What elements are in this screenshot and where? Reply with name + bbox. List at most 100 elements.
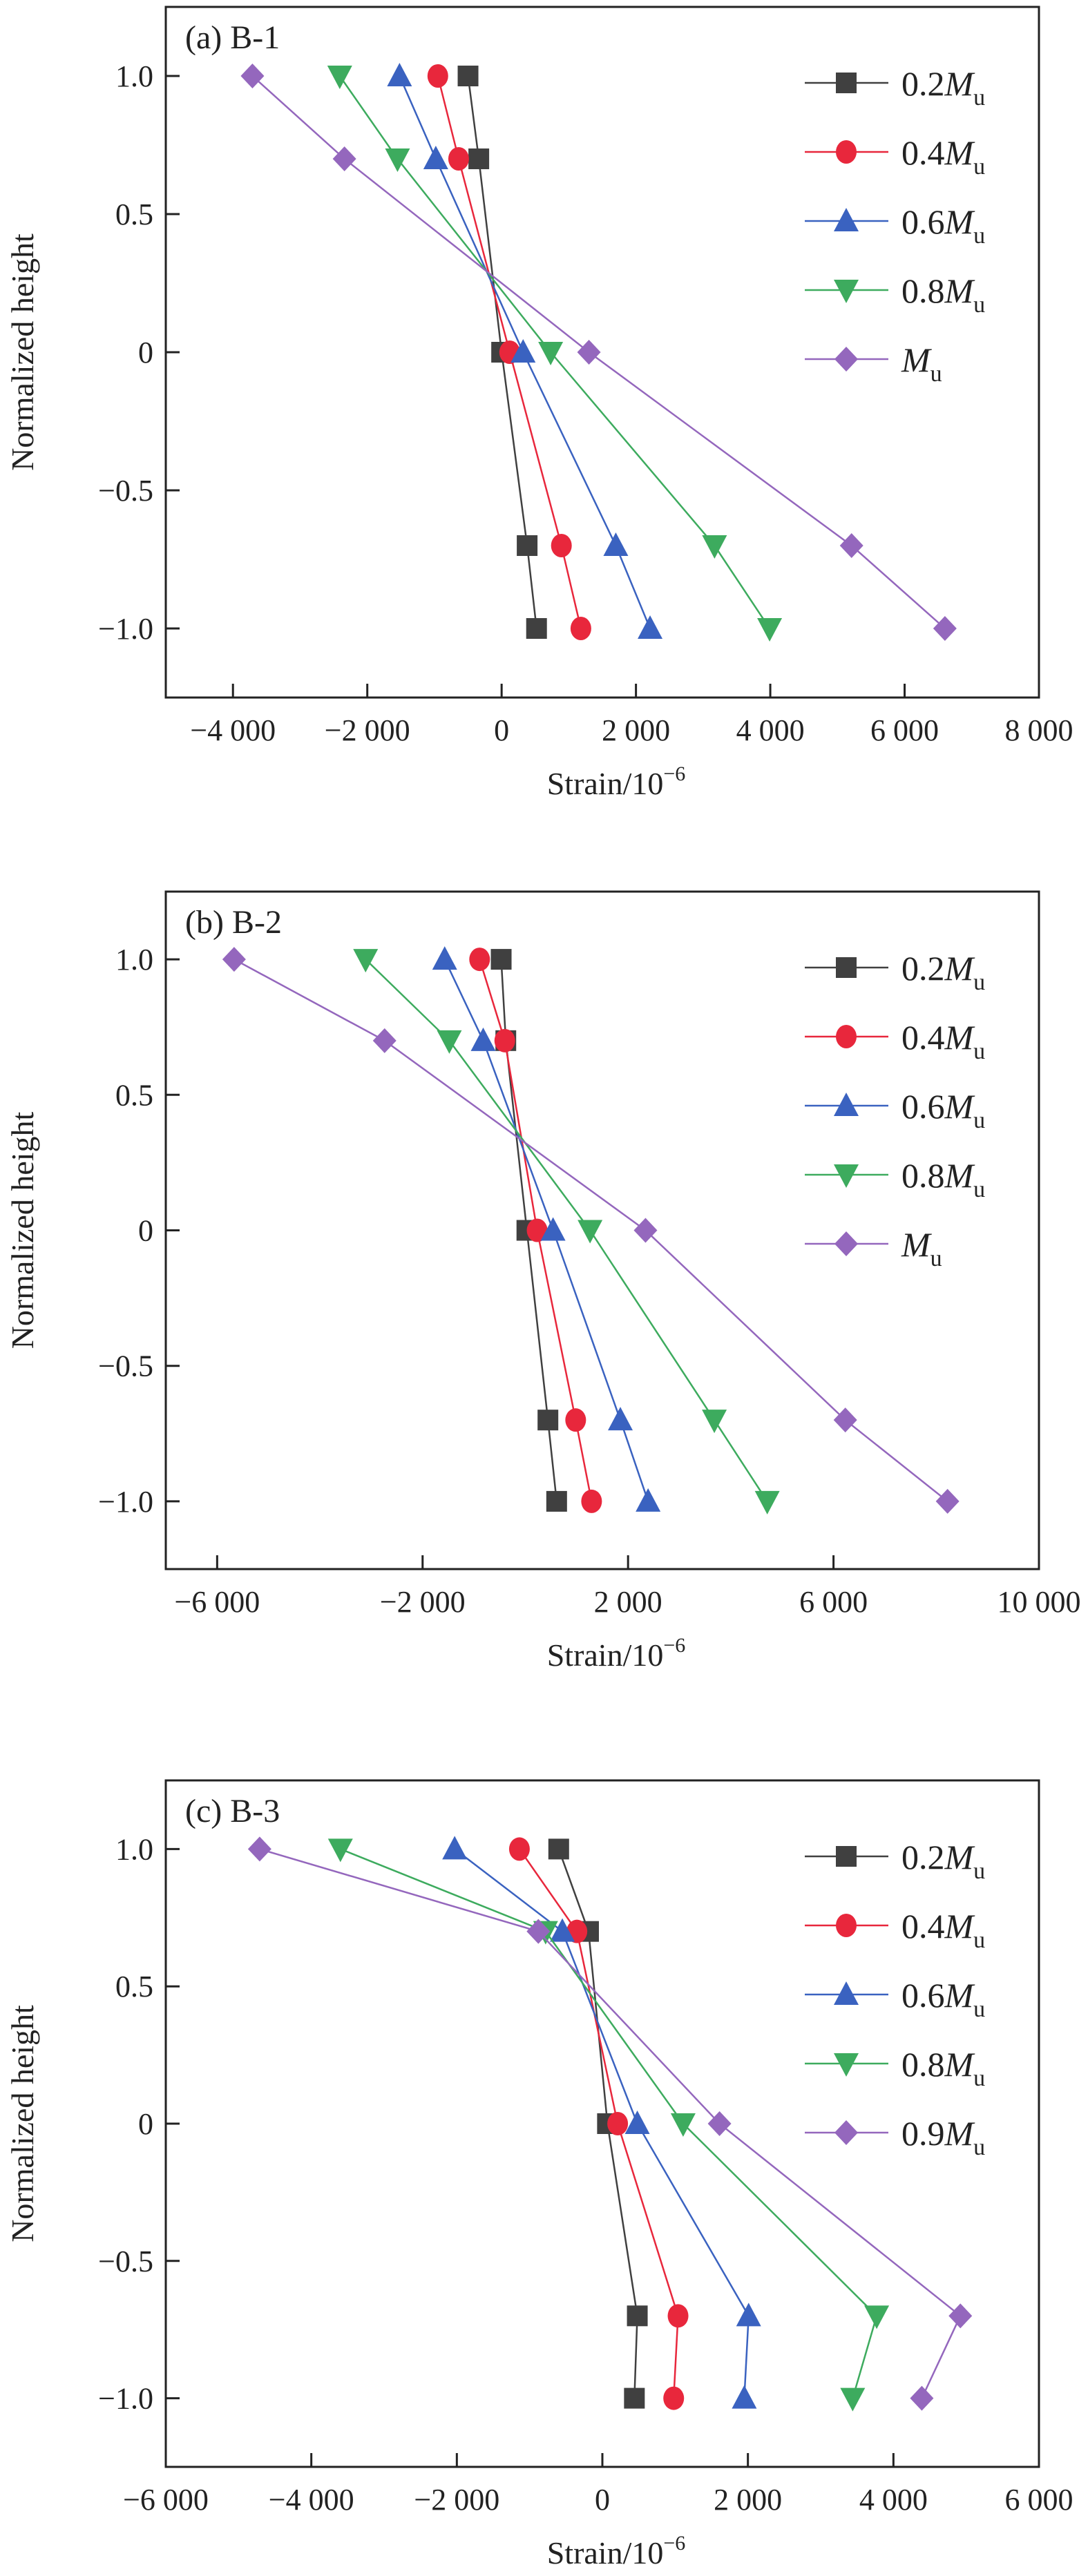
data-point [607,2112,629,2135]
y-tick-label: 1.0 [115,1832,153,1866]
data-point [247,1836,271,1862]
x-tick-label: 6 000 [870,713,939,747]
legend-coef: 0.6 [901,202,945,241]
legend-subscript: u [973,1108,985,1133]
legend-coef: 0.4 [901,1018,945,1057]
x-tick-label: 4 000 [859,2483,928,2517]
y-tick-label: 0.5 [115,198,153,231]
data-point [508,1837,530,1861]
series-1Mu [240,64,957,641]
legend-coef: 0.6 [901,1976,945,2015]
data-point [702,1410,727,1434]
x-tick-label: −6 000 [174,1585,260,1619]
legend-coef: 0.8 [901,2045,945,2084]
data-point [372,1028,397,1053]
data-point [935,1488,960,1514]
data-point [840,2387,866,2412]
panel-title: (a) B-1 [185,19,280,56]
data-point [570,617,591,640]
legend-subscript: u [973,2066,985,2091]
legend-coef: 0.8 [901,1156,945,1195]
x-tick-label: −4 000 [190,713,276,747]
legend-symbol: M [944,64,975,103]
legend-marker [834,1231,858,1256]
data-point [667,2304,689,2328]
chart-panel-2: −6 000 −2 000 2 000 6 000 10 000 1.0 0.5 0 −0.5 −… [5,890,1081,1673]
legend-symbol: M [944,1087,975,1126]
data-point [222,947,246,972]
chart-panel-1: −4 000 −2 000 0 2 000 4 000 6 000 8 000 1.0 0.5 0… [5,6,1073,801]
data-point [385,148,410,172]
legend-entry: 0.2Mu [805,1838,985,1884]
legend-marker [836,1025,857,1048]
x-axis-title: Strain/10−6 [547,2532,686,2570]
series-0.6Mu [387,63,663,639]
data-point [327,1838,353,1863]
legend-entry: 0.4Mu [805,133,985,180]
legend-marker [834,1981,859,2005]
legend-entry: 0.6Mu [805,1976,985,2022]
legend-symbol: M [944,202,975,241]
data-point [517,535,538,556]
data-point [546,1490,567,1512]
data-point [423,146,448,169]
y-tick-label: 0 [138,1214,153,1248]
series-0.8Mu [353,949,780,1515]
data-point [442,1836,468,1860]
legend-marker [834,208,859,231]
legend-marker [836,957,857,978]
legend-coef: 0.2 [901,1838,945,1876]
x-tick-label: 0 [494,713,509,747]
legend-entry: 0.8Mu [805,1156,985,1202]
x-tick-label: −4 000 [269,2483,354,2517]
data-point [624,2387,645,2409]
y-tick-label: −0.5 [98,2245,153,2278]
y-axis-title: Normalized height [5,2005,40,2242]
data-point [526,1218,548,1242]
data-point [510,339,536,363]
y-tick-label: 1.0 [115,943,153,977]
legend-coef: 0.2 [901,64,945,103]
y-tick-label: 0.5 [115,1078,153,1112]
data-point [551,534,572,557]
y-tick-label: −1.0 [98,1485,153,1519]
x-tick-label: −6 000 [123,2483,209,2517]
data-point [565,1408,586,1432]
x-tick-label: 8 000 [1005,713,1073,747]
data-point [663,2386,685,2410]
legend-marker [834,2053,859,2077]
legend-label: Mu [901,1225,942,1271]
data-point [670,2113,696,2137]
legend-label: 0.6Mu [901,1976,985,2022]
x-axis-title-exponent: −6 [663,1634,685,1657]
data-point [624,2111,650,2134]
data-point [353,949,379,973]
data-point [707,2111,732,2136]
data-point [633,1218,658,1243]
panel-title: (c) B-3 [185,1793,280,1829]
data-point [437,1030,462,1054]
legend-marker [836,73,857,93]
legend-subscript: u [973,85,985,110]
data-point [757,618,783,642]
data-point [457,66,479,86]
legend-marker [836,140,857,164]
legend-marker [834,2120,858,2145]
legend-subscript: u [973,1858,985,1884]
legend-entry: 0.9Mu [805,2114,985,2160]
legend-entry: 0.8Mu [805,2045,985,2091]
data-point [736,2303,761,2327]
legend-marker [834,1164,859,1188]
legend-coef: 0.8 [901,271,945,310]
legend-label: 0.8Mu [901,1156,985,1202]
legend-coef: 0.6 [901,1087,945,1126]
data-point [548,1838,569,1860]
legend-label: 0.2Mu [901,949,985,995]
data-point [332,146,356,171]
data-point [387,63,412,86]
series-1Mu [222,947,960,1514]
data-point [490,949,512,970]
legend-marker [834,347,858,372]
legend-marker [834,280,859,303]
legend-coef: 0.4 [901,1907,945,1945]
